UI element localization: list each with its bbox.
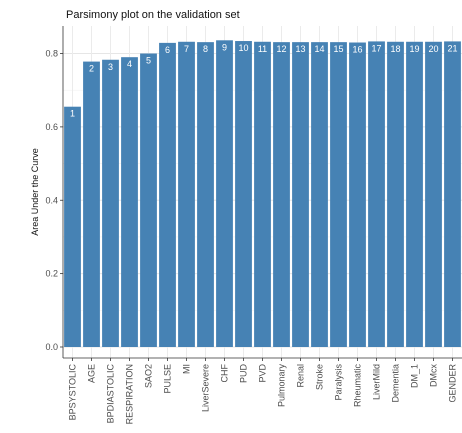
x-tick-label-Rheumatic: Rheumatic	[353, 364, 363, 408]
bar-5	[140, 53, 157, 347]
bar-label-6: 6	[165, 45, 170, 55]
chart-title: Parsimony plot on the validation set	[66, 9, 240, 21]
bar-label-15: 15	[333, 44, 343, 54]
bar-15	[330, 42, 347, 347]
bar-label-17: 17	[371, 43, 381, 53]
bar-8	[197, 42, 214, 347]
y-tick-label: 0.4	[45, 195, 58, 205]
bar-16	[349, 42, 366, 347]
bar-21	[444, 41, 461, 347]
x-tick-label-SAO2: SAO2	[144, 364, 154, 388]
x-tick-label-Pulmonary: Pulmonary	[277, 364, 287, 408]
bar-label-5: 5	[146, 56, 151, 66]
x-tick-label-PVD: PVD	[258, 364, 268, 383]
y-tick-label: 0.8	[45, 49, 58, 59]
bar-13	[292, 42, 309, 347]
bar-3	[102, 59, 119, 347]
x-tick-label-RESPIRATION: RESPIRATION	[125, 364, 135, 424]
bar-label-8: 8	[203, 44, 208, 54]
bar-4	[121, 57, 138, 347]
bar-label-21: 21	[447, 43, 457, 53]
x-tick-label-PULSE: PULSE	[163, 364, 173, 394]
bar-11	[254, 41, 271, 347]
x-tick-label-CHF: CHF	[220, 364, 230, 383]
bar-label-10: 10	[238, 43, 248, 53]
bar-label-9: 9	[222, 42, 227, 52]
bar-label-2: 2	[89, 64, 94, 74]
bar-label-1: 1	[70, 109, 75, 119]
x-tick-label-DM_1: DM_1	[410, 364, 420, 388]
bar-6	[159, 42, 176, 347]
bar-label-19: 19	[409, 44, 419, 54]
bar-layer: 12 3 4 56 7 8 9 10 11 12 13 14 15 16 17 18 19 20 21	[64, 40, 461, 347]
x-tick-label-GENDER: GENDER	[448, 364, 458, 403]
bar-9	[216, 40, 233, 347]
x-tick-label-LiverSevere: LiverSevere	[201, 364, 211, 412]
bar-19	[406, 41, 423, 347]
bar-label-20: 20	[428, 44, 438, 54]
x-tick-label-BPDIASTOLIC: BPDIASTOLIC	[106, 364, 116, 424]
x-tick-label-BPSYSTOLIC: BPSYSTOLIC	[68, 364, 78, 421]
y-tick-label: 0.0	[45, 342, 58, 352]
bar-label-11: 11	[258, 44, 267, 54]
bar-label-4: 4	[127, 59, 132, 69]
y-axis-title: Area Under the Curve	[30, 148, 40, 236]
x-tick-label-Dementia: Dementia	[391, 364, 401, 403]
y-tick-label: 0.6	[45, 122, 58, 132]
bar-2	[83, 61, 100, 347]
y-tick-label: 0.2	[45, 269, 58, 279]
x-tick-label-Renal: Renal	[296, 364, 306, 388]
x-tick-label-AGE: AGE	[87, 364, 97, 383]
bar-label-7: 7	[184, 44, 189, 54]
x-tick-label-DMcx: DMcx	[429, 364, 439, 387]
bar-1	[64, 106, 81, 347]
x-tick-label-Stroke: Stroke	[315, 364, 325, 390]
bar-label-16: 16	[352, 45, 362, 55]
x-tick-label-MI: MI	[182, 364, 192, 374]
bar-label-12: 12	[276, 44, 286, 54]
bar-18	[387, 41, 404, 347]
bar-label-14: 14	[314, 44, 324, 54]
bar-14	[311, 42, 328, 347]
x-tick-label-Paralysis: Paralysis	[334, 364, 344, 401]
bar-label-18: 18	[390, 44, 400, 54]
bar-label-13: 13	[295, 44, 305, 54]
bar-label-3: 3	[108, 62, 113, 72]
bar-10	[235, 41, 252, 347]
bar-7	[178, 41, 195, 347]
bar-20	[425, 41, 442, 347]
bar-17	[368, 41, 385, 347]
x-tick-label-PUD: PUD	[239, 364, 249, 384]
bar-12	[273, 42, 290, 347]
axis-layer: 0.0 0.2 0.4 0.6 0.8 BPSYSTOLIC AGE BPDIASTOLIC R…	[45, 26, 462, 424]
x-tick-label-LiverMild: LiverMild	[372, 364, 382, 400]
